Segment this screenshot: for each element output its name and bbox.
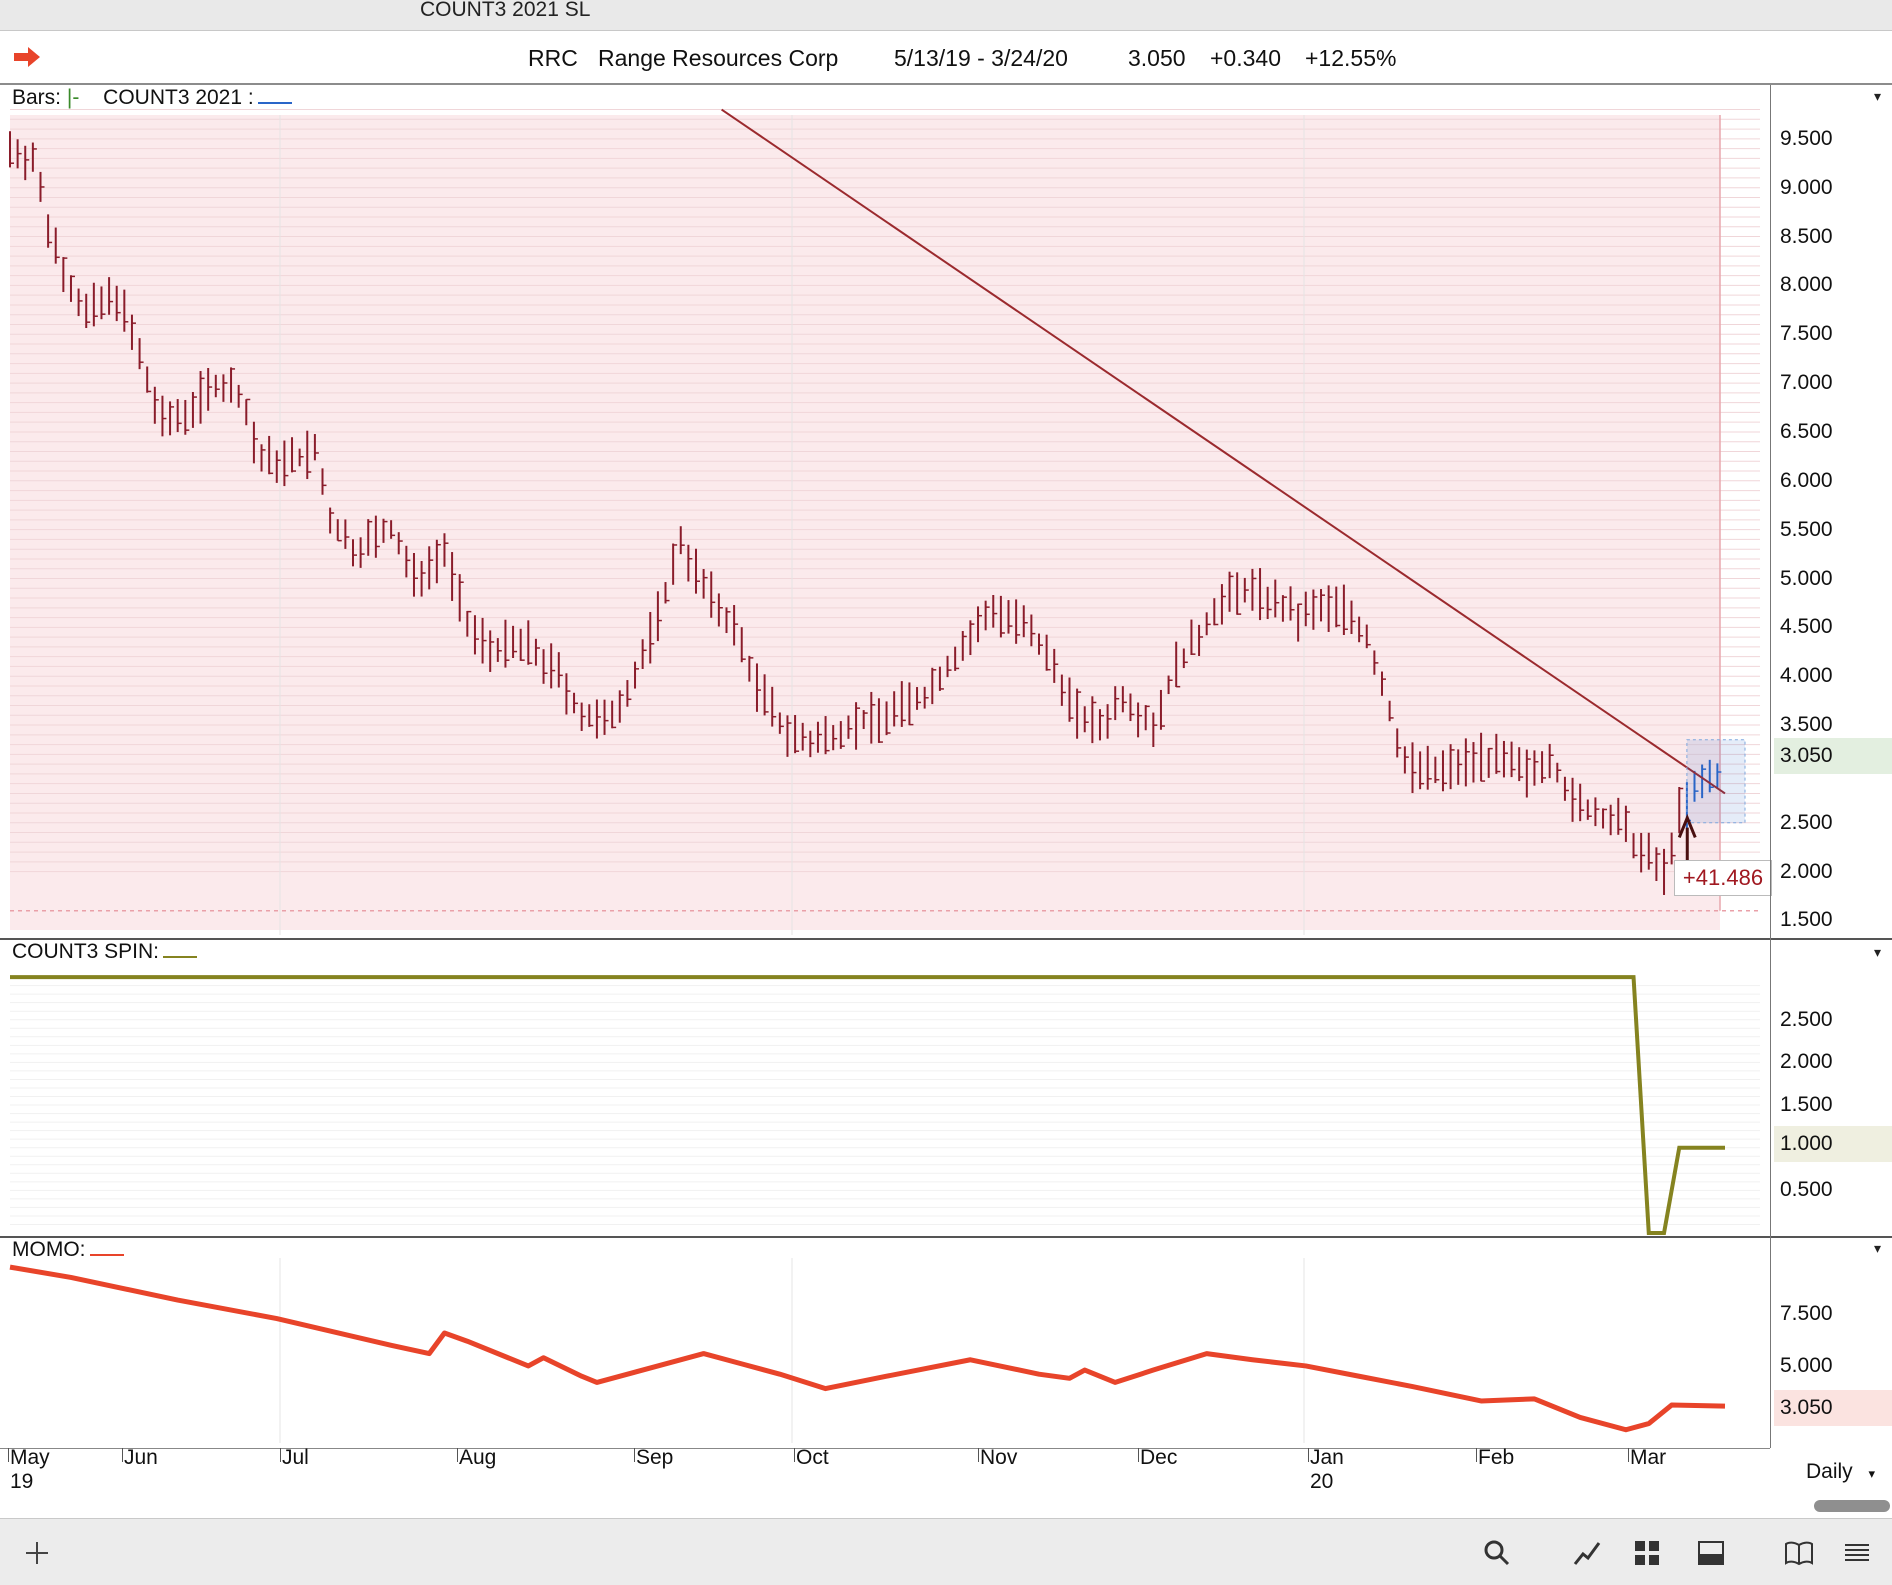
month-tick	[978, 1448, 979, 1462]
value-axis-line	[1770, 85, 1771, 1448]
year-label: 20	[1310, 1470, 1334, 1493]
month-label: Feb	[1478, 1446, 1515, 1469]
month-label: Jul	[282, 1446, 309, 1469]
momo-label: MOMO:	[12, 1238, 86, 1261]
momo-panel-label: MOMO:	[12, 1238, 124, 1262]
spin-axis-tick: 2.500	[1780, 1007, 1833, 1031]
menu-icon[interactable]	[1842, 1538, 1872, 1568]
series-label: COUNT3 2021 :	[103, 86, 254, 109]
date-range: 5/13/19 - 3/24/20	[894, 45, 1068, 71]
momo-axis-tick: 5.000	[1780, 1353, 1833, 1377]
red-arrow-icon[interactable]	[12, 45, 42, 69]
month-label: Nov	[980, 1446, 1018, 1469]
price-axis-tick: 8.500	[1780, 224, 1833, 248]
month-tick	[457, 1448, 458, 1462]
price-axis-tick: 5.500	[1780, 517, 1833, 541]
month-label: Aug	[459, 1446, 497, 1469]
projection-box	[1686, 739, 1746, 824]
series-swatch	[257, 90, 292, 104]
search-icon[interactable]	[1482, 1538, 1512, 1568]
panel-divider[interactable]	[0, 938, 1892, 940]
price-axis-tick: 9.500	[1780, 126, 1833, 150]
month-label: Sep	[636, 1446, 674, 1469]
month-tick	[8, 1448, 9, 1462]
spin-label: COUNT3 SPIN:	[12, 940, 160, 963]
spin-axis-tick: 2.000	[1780, 1050, 1833, 1074]
panel-divider[interactable]	[0, 1236, 1892, 1238]
momo-panel-menu-icon[interactable]: ▾	[1874, 1240, 1882, 1256]
price-axis-tick: 4.000	[1780, 664, 1833, 688]
price-axis-tick: 2.000	[1780, 859, 1833, 883]
price-axis-tick: 3.500	[1780, 713, 1833, 737]
price-current-tag: 3.050	[1774, 738, 1892, 774]
price-axis-tick: 5.000	[1780, 566, 1833, 590]
shaded-region	[10, 115, 1720, 930]
spin-panel-label: COUNT3 SPIN:	[12, 940, 198, 964]
company-name: Range Resources Corp	[598, 45, 839, 71]
book-icon[interactable]	[1784, 1538, 1814, 1568]
spin-swatch	[163, 944, 198, 958]
period-label: Daily	[1806, 1460, 1853, 1483]
spin-current-tag: 1.000	[1774, 1126, 1892, 1162]
month-tick	[122, 1448, 123, 1462]
horizontal-scrollbar[interactable]	[1814, 1500, 1890, 1512]
month-label: Oct	[796, 1446, 829, 1469]
price-chart[interactable]	[0, 85, 1770, 938]
chevron-down-icon: ▾	[1868, 1466, 1876, 1481]
window-titlebar: COUNT3 2021 SL	[0, 0, 1892, 31]
spin-axis-tick: 1.500	[1780, 1093, 1833, 1117]
price-axis-tick: 1.500	[1780, 908, 1833, 932]
year-label: 19	[10, 1470, 34, 1493]
price-axis-tick: 7.000	[1780, 371, 1833, 395]
month-label: Jun	[124, 1446, 158, 1469]
last-price: 3.050	[1128, 45, 1186, 71]
bottom-toolbar	[0, 1518, 1892, 1585]
month-label: Jan	[1310, 1446, 1344, 1469]
price-axis-tick: 6.000	[1780, 468, 1833, 492]
period-selector[interactable]: Daily ▾	[1806, 1460, 1875, 1484]
month-tick	[634, 1448, 635, 1462]
price-change: +0.340	[1210, 45, 1281, 71]
month-label: Dec	[1140, 1446, 1178, 1469]
momo-line	[9, 1264, 1726, 1433]
downtrend-line	[721, 108, 1726, 795]
price-axis-tick: 9.000	[1780, 175, 1833, 199]
symbol: RRC	[528, 45, 578, 71]
time-axis-line	[0, 1448, 1770, 1449]
price-panel-label: Bars: |- COUNT3 2021 :	[12, 86, 292, 110]
month-label: May	[10, 1446, 50, 1469]
percent-change: +12.55%	[1305, 45, 1397, 71]
month-tick	[794, 1448, 795, 1462]
month-tick	[1628, 1448, 1629, 1462]
bars-style: |-	[66, 86, 80, 109]
spin-axis-tick: 0.500	[1780, 1178, 1833, 1202]
month-tick	[1308, 1448, 1309, 1462]
spin-panel-menu-icon[interactable]: ▾	[1874, 944, 1882, 960]
month-tick	[280, 1448, 281, 1462]
window-title: COUNT3 2021 SL	[420, 0, 591, 21]
chart-line-icon[interactable]	[1572, 1538, 1602, 1568]
price-axis-tick: 4.500	[1780, 615, 1833, 639]
month-tick	[1138, 1448, 1139, 1462]
month-tick	[1476, 1448, 1477, 1462]
grid-icon[interactable]	[1632, 1538, 1662, 1568]
price-axis-tick: 7.500	[1780, 322, 1833, 346]
momo-chart[interactable]	[0, 1238, 1770, 1448]
spin-chart[interactable]	[0, 940, 1770, 1236]
spin-line	[10, 975, 1725, 1235]
month-label: Mar	[1630, 1446, 1667, 1469]
quote-header: RRC Range Resources Corp 5/13/19 - 3/24/…	[0, 31, 1892, 85]
momo-swatch	[89, 1242, 124, 1256]
price-axis-tick: 6.500	[1780, 419, 1833, 443]
price-axis-tick: 2.500	[1780, 810, 1833, 834]
price-panel-menu-icon[interactable]: ▾	[1874, 88, 1882, 104]
momo-axis-tick: 7.500	[1780, 1302, 1833, 1326]
bars-label: Bars:	[12, 86, 62, 109]
price-axis-tick: 8.000	[1780, 273, 1833, 297]
momo-current-tag: 3.050	[1774, 1390, 1892, 1426]
gain-annotation: +41.486	[1674, 860, 1772, 896]
add-icon[interactable]	[22, 1538, 52, 1568]
layout-icon[interactable]	[1696, 1538, 1726, 1568]
